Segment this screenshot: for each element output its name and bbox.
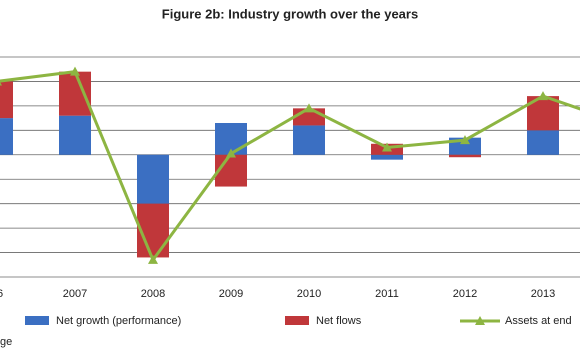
- bar: [0, 118, 13, 155]
- bar: [0, 81, 13, 119]
- legend-label: Assets at end: [505, 315, 572, 327]
- bar: [293, 125, 325, 155]
- bar: [59, 115, 91, 155]
- x-tick-label: 2007: [63, 288, 87, 300]
- marker: [382, 142, 392, 152]
- marker: [460, 135, 470, 145]
- note: ge: [0, 336, 12, 348]
- bar: [527, 130, 559, 155]
- bar: [137, 154, 169, 204]
- x-tick-label: 2012: [453, 288, 477, 300]
- legend-label: Net flows: [316, 315, 362, 327]
- x-tick-label: 2013: [531, 288, 555, 300]
- x-tick-label: 2008: [141, 288, 165, 300]
- x-tick-label: 2011: [375, 288, 399, 300]
- marker: [70, 66, 80, 76]
- legend-label: Net growth (performance): [56, 315, 181, 327]
- line: [0, 70, 580, 263]
- x-tick-label: 2009: [219, 288, 243, 300]
- marker: [538, 91, 548, 101]
- legend-swatch: [25, 316, 49, 325]
- marker: [0, 81, 2, 86]
- marker: [304, 103, 314, 113]
- bar: [371, 154, 403, 160]
- legend-marker: [475, 316, 485, 325]
- x-tick-label: 2010: [297, 288, 321, 300]
- legend-swatch: [285, 316, 309, 325]
- bar: [59, 71, 91, 116]
- chart-title: Figure 2b: Industry growth over the year…: [162, 6, 418, 21]
- marker: [226, 148, 236, 158]
- bar: [449, 154, 481, 158]
- marker: [148, 254, 158, 264]
- x-tick-label: 06: [0, 288, 3, 300]
- bar: [215, 154, 247, 187]
